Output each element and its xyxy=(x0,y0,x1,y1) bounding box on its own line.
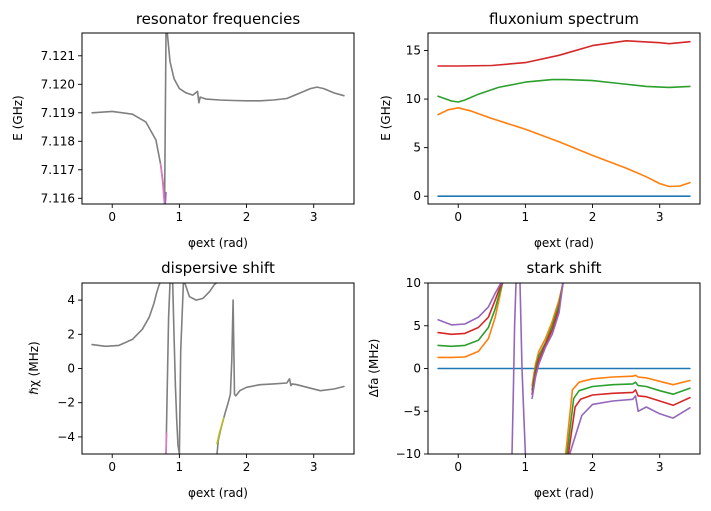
axes-frame xyxy=(81,32,355,205)
y-tick-label: −2 xyxy=(57,396,75,410)
series-line xyxy=(437,283,504,326)
y-axis-label: E (GHz) xyxy=(379,95,393,140)
y-tick-label: 10 xyxy=(406,276,421,290)
panel-title: resonator frequencies xyxy=(136,10,301,28)
x-axis-label: φext (rad) xyxy=(188,486,248,500)
y-axis-label: ℏχ (MHz) xyxy=(27,341,41,394)
series-line xyxy=(178,283,185,454)
series-line xyxy=(511,283,519,454)
plot-area xyxy=(437,40,691,197)
x-axis-label: φext (rad) xyxy=(534,486,594,500)
y-tick-label: 7.116 xyxy=(41,191,75,205)
series-line xyxy=(566,381,691,454)
x-tick-label: 3 xyxy=(310,210,318,224)
series-line xyxy=(184,283,218,301)
panel-title: dispersive shift xyxy=(161,259,275,277)
x-tick-label: 2 xyxy=(589,460,597,474)
series-line xyxy=(567,389,691,454)
y-tick-label: 7.120 xyxy=(41,77,75,91)
x-tick-label: 3 xyxy=(310,460,318,474)
series-line xyxy=(568,395,691,454)
series-line xyxy=(437,107,691,188)
x-tick-label: 3 xyxy=(656,210,664,224)
y-tick-label: 5 xyxy=(413,141,421,155)
series-line xyxy=(519,283,527,454)
panel-resonator-frequencies: resonator frequencies 0 1 2 3 7.116 7.117 7.11… xyxy=(11,10,355,250)
x-tick-label: 1 xyxy=(522,210,530,224)
y-tick-label: −10 xyxy=(396,447,421,461)
x-tick-label: 0 xyxy=(454,210,462,224)
series-line xyxy=(216,299,345,454)
y-tick-label: 7.121 xyxy=(41,49,75,63)
y-tick-label: −5 xyxy=(403,404,421,418)
plot-area xyxy=(91,283,345,454)
y-tick-label: −4 xyxy=(57,430,75,444)
series-line xyxy=(564,374,691,454)
x-tick-label: 3 xyxy=(656,460,664,474)
x-tick-label: 1 xyxy=(176,460,184,474)
series-line xyxy=(164,191,167,204)
y-tick-label: 7.117 xyxy=(41,163,75,177)
panel-title: stark shift xyxy=(527,259,602,277)
y-tick-label: 0 xyxy=(67,362,75,376)
y-axis-label: Δfa (MHz) xyxy=(367,339,381,398)
series-line xyxy=(91,33,345,204)
series-line xyxy=(531,283,564,400)
x-tick-label: 1 xyxy=(176,210,184,224)
series-line xyxy=(165,432,168,454)
series-line xyxy=(437,40,691,67)
series-line xyxy=(437,283,504,348)
y-tick-label: 15 xyxy=(406,43,421,57)
x-tick-label: 2 xyxy=(243,460,251,474)
series-line xyxy=(171,283,181,454)
axes-frame xyxy=(81,282,355,455)
x-axis-label: φext (rad) xyxy=(534,236,594,250)
x-tick-label: 2 xyxy=(589,210,597,224)
panel-title: fluxonium spectrum xyxy=(489,10,639,28)
x-tick-label: 0 xyxy=(454,460,462,474)
series-line xyxy=(437,283,504,336)
y-tick-label: 0 xyxy=(413,362,421,376)
panel-fluxonium-spectrum: fluxonium spectrum 0 1 2 3 0 5 10 15 φext (rad)… xyxy=(379,10,701,250)
y-tick-label: 7.118 xyxy=(41,134,75,148)
y-tick-label: 2 xyxy=(67,327,75,341)
y-tick-label: 0 xyxy=(413,189,421,203)
y-axis-label: E (GHz) xyxy=(11,95,25,140)
series-line xyxy=(91,283,161,348)
y-tick-label: 4 xyxy=(67,293,75,307)
x-tick-label: 2 xyxy=(243,210,251,224)
y-tick-label: 7.119 xyxy=(41,106,75,120)
panel-stark-shift: stark shift 0 1 2 3 −10 −5 0 5 10 φext (rad) Δfa… xyxy=(367,259,701,500)
series-line xyxy=(216,417,225,445)
series-line xyxy=(159,163,166,204)
x-tick-label: 1 xyxy=(522,460,530,474)
series-line xyxy=(437,283,504,359)
y-tick-label: 10 xyxy=(406,92,421,106)
x-tick-label: 0 xyxy=(108,460,116,474)
plot-area xyxy=(91,33,345,204)
plot-area xyxy=(437,283,691,454)
y-tick-label: 5 xyxy=(413,319,421,333)
axes-frame xyxy=(427,32,701,205)
series-line xyxy=(165,283,173,454)
x-axis-label: φext (rad) xyxy=(188,236,248,250)
series-line xyxy=(437,78,691,103)
x-tick-label: 0 xyxy=(108,210,116,224)
